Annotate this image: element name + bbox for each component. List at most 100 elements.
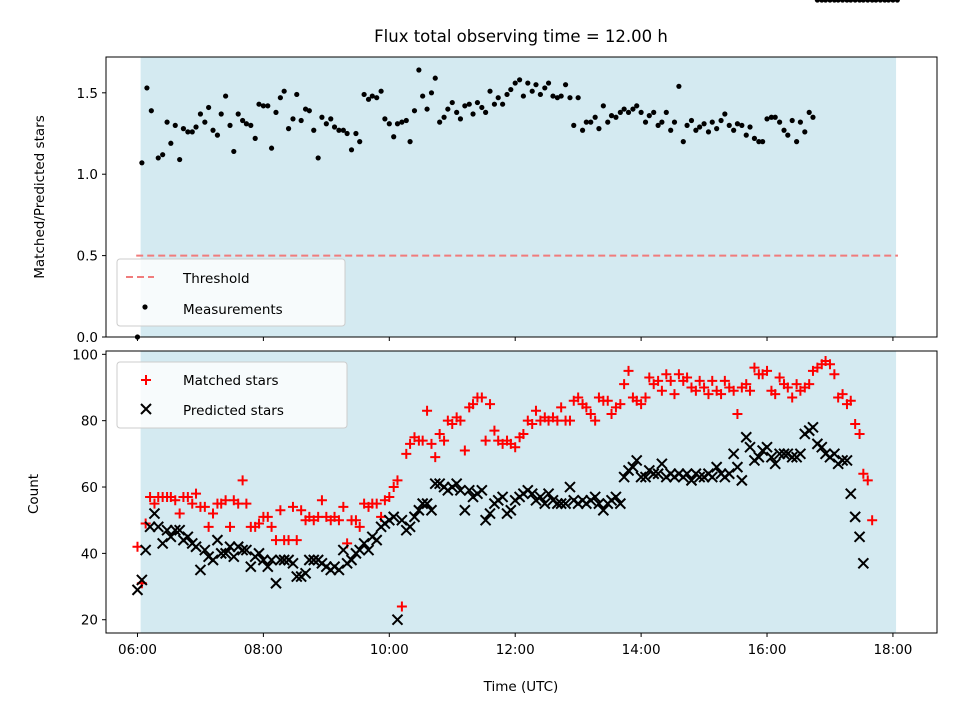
matched-star-point	[716, 389, 727, 400]
measurement-point	[822, 0, 829, 3]
predicted-star-point	[652, 468, 664, 480]
measurement-point	[734, 121, 741, 127]
predicted-star-point	[559, 497, 572, 510]
measurement-point	[227, 122, 233, 128]
predicted-star-point	[161, 524, 173, 536]
predicted-star-point	[370, 534, 383, 546]
measurement-point	[281, 88, 287, 94]
top-y-tick-label: 1.0	[77, 167, 98, 183]
matched-star-point	[762, 365, 773, 376]
matched-star-point	[590, 415, 601, 426]
matched-star-point	[694, 375, 705, 386]
matched-star-point	[804, 379, 815, 390]
matched-star-point	[459, 445, 470, 456]
measurement-point	[344, 130, 350, 137]
predicted-star-point	[199, 544, 211, 556]
predicted-star-point	[358, 537, 370, 550]
measurement-point	[336, 127, 342, 133]
matched-star-point	[530, 405, 541, 416]
measurement-point	[562, 82, 569, 88]
predicted-star-point	[387, 511, 400, 523]
matched-star-point	[573, 392, 584, 403]
matched-star-point	[732, 409, 743, 420]
measurement-point	[144, 85, 150, 91]
predicted-star-point	[589, 491, 601, 503]
matched-star-point	[581, 402, 592, 413]
predicted-star-point	[345, 554, 358, 566]
legend-predicted-label: Predicted stars	[183, 403, 284, 419]
measurement-point	[495, 95, 501, 101]
predicted-star-point	[773, 448, 786, 460]
predicted-star-point	[413, 504, 425, 516]
measurement-point	[567, 95, 573, 101]
predicted-star-point	[287, 557, 299, 570]
measurement-point	[290, 116, 296, 122]
predicted-star-point	[131, 584, 144, 596]
measurement-point	[202, 119, 208, 125]
measurement-point	[764, 116, 770, 122]
matched-star-point	[485, 399, 496, 410]
matched-star-point	[656, 385, 667, 396]
predicted-star-point	[291, 570, 303, 583]
measurement-point	[311, 127, 317, 133]
matched-star-point	[434, 428, 445, 439]
predicted-star-point	[152, 521, 164, 533]
matched-star-point	[585, 409, 596, 420]
measurement-point	[369, 93, 375, 99]
predicted-star-point	[165, 531, 177, 543]
matched-star-point	[653, 375, 664, 386]
measurement-point	[235, 111, 241, 117]
bottom-plot-frame	[105, 350, 938, 634]
measurement-point	[340, 127, 346, 133]
measurement-point	[378, 88, 384, 94]
measurement-point	[558, 93, 564, 99]
predicted-star-point	[631, 454, 643, 467]
matched-star-point	[665, 375, 676, 386]
measurement-point	[608, 113, 615, 119]
predicted-star-point	[706, 471, 718, 483]
predicted-star-point	[194, 564, 207, 576]
measurement-point	[210, 127, 216, 133]
measurement-point	[457, 116, 464, 122]
predicted-star-point	[396, 514, 408, 526]
predicted-star-point	[551, 497, 564, 510]
bottom-y-tick-label: 80	[81, 414, 98, 430]
predicted-star-point	[639, 471, 652, 483]
predicted-star-point	[807, 421, 819, 434]
bottom-panel: 20 40 60 80 100 06:00 08:00 10:00 12:00 14:00 16:0…	[72, 347, 938, 658]
measurement-point	[642, 119, 649, 125]
measurement-point	[189, 129, 195, 135]
x-tick-label: 10:00	[370, 642, 409, 658]
predicted-star-point	[211, 534, 224, 546]
measurement-point	[319, 114, 325, 120]
matched-star-point	[644, 372, 655, 383]
predicted-star-point	[139, 544, 152, 556]
measurement-point	[894, 0, 900, 3]
measurement-point	[231, 148, 237, 155]
matched-star-point	[640, 392, 651, 403]
predicted-star-point	[476, 484, 488, 497]
predicted-star-point	[299, 567, 312, 579]
measurement-point	[588, 119, 594, 125]
measurement-point	[394, 121, 401, 127]
measurement-point	[361, 91, 367, 98]
measurement-point	[701, 121, 707, 127]
legend-matched-label: Matched stars	[183, 373, 279, 389]
measurement-point	[294, 91, 300, 98]
measurement-point	[403, 117, 409, 124]
predicted-star-point	[459, 504, 471, 516]
measurement-point	[722, 111, 728, 117]
predicted-star-point	[391, 614, 404, 626]
measurement-point	[504, 91, 510, 98]
predicted-star-point	[635, 471, 647, 483]
top-panel: 0.0 0.5 1.0 1.5 Threshold Measurements	[77, 0, 938, 346]
predicted-star-point	[753, 451, 765, 463]
predicted-star-point	[769, 458, 781, 470]
predicted-star-point	[736, 474, 748, 487]
measurement-point	[605, 119, 611, 125]
matched-star-point	[199, 501, 210, 512]
predicted-star-point	[841, 454, 853, 467]
predicted-star-point	[710, 461, 723, 473]
predicted-star-point	[765, 451, 778, 463]
predicted-star-point	[836, 454, 849, 467]
